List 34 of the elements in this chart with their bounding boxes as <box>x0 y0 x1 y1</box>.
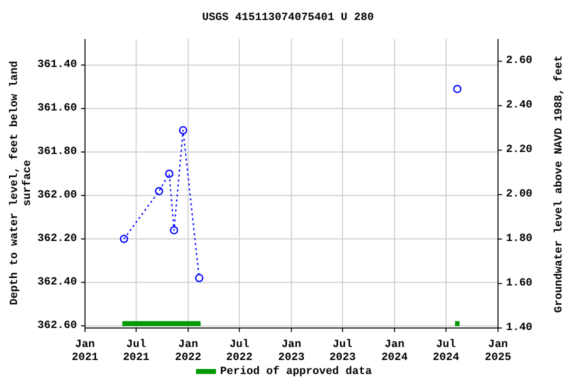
y2-tick-label: 2.20 <box>506 144 532 156</box>
point <box>195 274 204 282</box>
y2-tick-label: 1.40 <box>506 322 532 334</box>
y-tick-label: 361.60 <box>37 102 77 115</box>
x-tick-label: Jan 2023 <box>278 339 305 364</box>
x-tick-label: Jul 2024 <box>432 339 460 364</box>
y2-tick-label: 2.40 <box>506 100 532 112</box>
y-tick-label: 362.20 <box>37 232 77 245</box>
y-tick-label: 361.80 <box>37 146 77 158</box>
x-tick-label: Jul 2021 <box>122 339 150 364</box>
point <box>170 226 178 234</box>
x-tick-label: Jul 2022 <box>226 339 253 364</box>
x-tick-label: Jan 2022 <box>174 339 202 364</box>
point <box>154 186 164 196</box>
y2-tick-label: 1.80 <box>506 233 532 246</box>
x-tick-label: Jan 2024 <box>381 339 408 364</box>
y2-tick-label: 2.00 <box>506 188 532 201</box>
point <box>165 170 174 178</box>
y2-tick-label: 1.60 <box>506 278 532 290</box>
y-axis-title: Depth to water level, feet below land surface <box>9 60 35 308</box>
point <box>453 84 462 94</box>
y2-axis-title: Groundwater level above NAVD 1988, feet <box>554 54 566 312</box>
point <box>120 234 128 244</box>
x-tick-label: Jul 2023 <box>329 339 356 364</box>
y-tick-label: 362.60 <box>37 320 77 332</box>
point <box>178 126 188 134</box>
legend-label: Period of approved data <box>219 366 372 378</box>
x-tick-label: Jan 2021 <box>72 339 99 364</box>
x-tick-label: Jan 2025 <box>484 339 512 364</box>
y-tick-label: 362.40 <box>37 276 77 288</box>
y-tick-label: 361.40 <box>37 59 77 72</box>
y-tick-label: 362.00 <box>37 189 77 202</box>
y2-tick-label: 2.60 <box>506 55 532 68</box>
chart-title: USGS 415113074075401 U 280 <box>201 12 375 24</box>
